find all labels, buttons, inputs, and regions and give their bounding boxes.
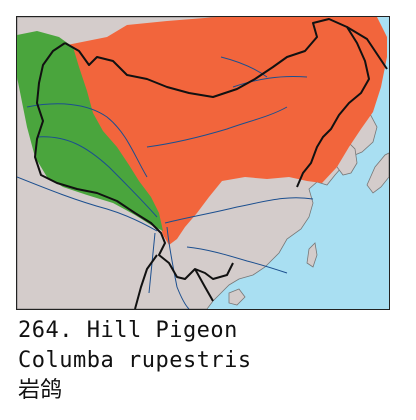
rivers — [17, 56, 314, 309]
japan-islands — [366, 152, 389, 194]
resident-range-area — [67, 17, 387, 245]
species-chinese-name: 岩鸽 — [18, 378, 63, 403]
species-scientific-name: Columba rupestris — [18, 348, 252, 373]
range-map-svg — [17, 17, 389, 309]
taiwan-island — [306, 242, 318, 268]
species-number-common-name: 264. Hill Pigeon — [18, 318, 238, 343]
hainan-island — [228, 288, 246, 306]
country-borders — [34, 18, 388, 309]
range-map — [16, 16, 390, 310]
